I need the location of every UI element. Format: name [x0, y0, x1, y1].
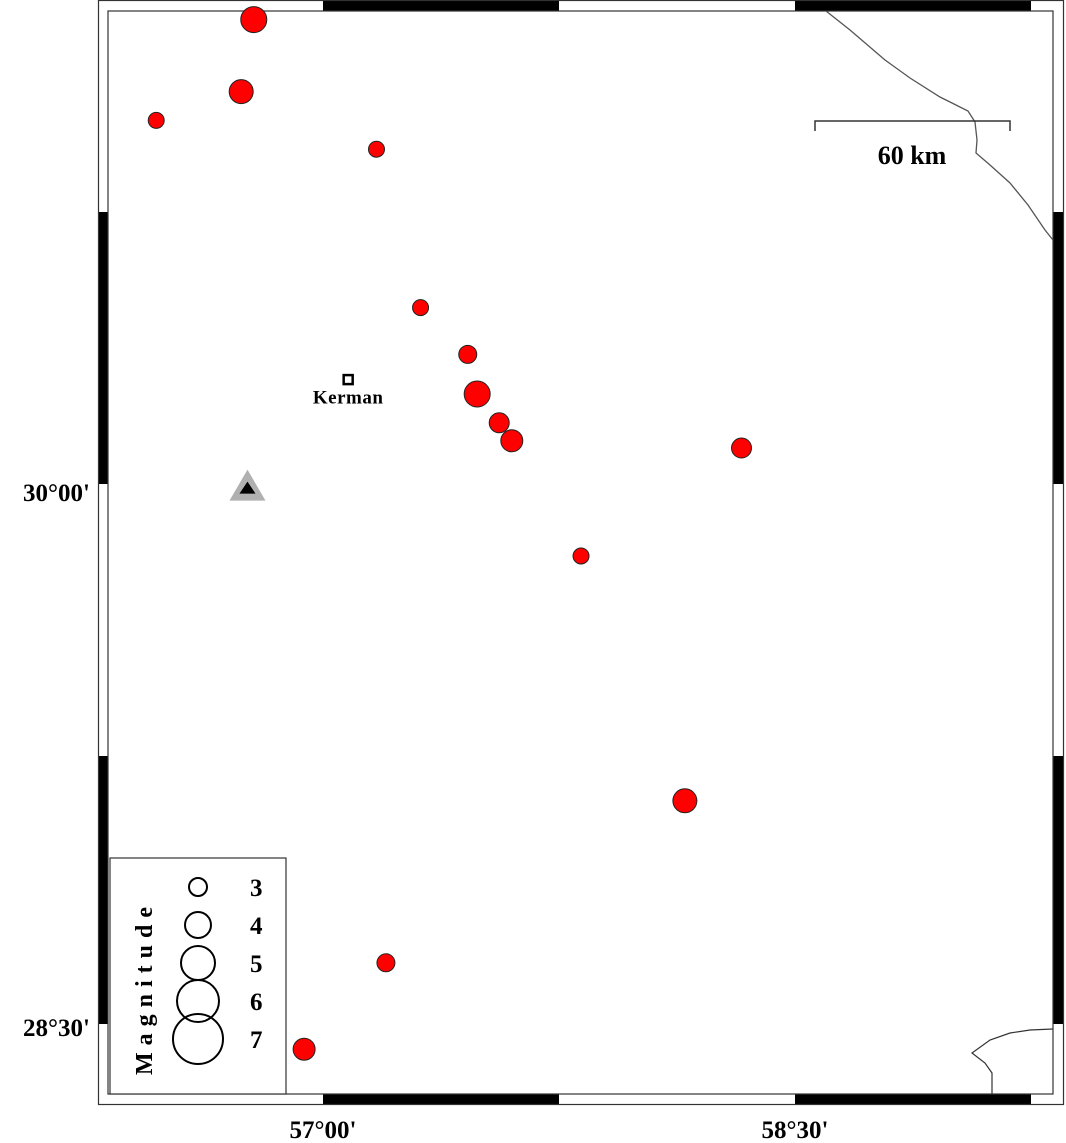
- lat-label-30-00: 30°00': [23, 480, 90, 507]
- coastline-north: [825, 10, 1054, 241]
- earthquake-event: [463, 380, 491, 408]
- frame-bar-right: [1053, 484, 1064, 756]
- station-triangle-icon: [229, 469, 266, 501]
- lon-label-57-00: 57°00': [290, 1117, 357, 1143]
- coastline-south: [970, 1028, 1054, 1094]
- city-label: Kerman: [313, 388, 384, 409]
- legend-label: 5: [250, 951, 263, 978]
- earthquake-event: [500, 429, 524, 453]
- legend: Magnitude 3 4 5 6 7: [109, 857, 287, 1095]
- axis-labels: 30°00' 28°30' 57°00' 58°30': [23, 480, 828, 1143]
- frame-bar-left: [98, 0, 108, 212]
- earthquake-event: [731, 437, 753, 459]
- earthquake-event: [412, 299, 430, 317]
- frame-bar-right: [1053, 1024, 1064, 1105]
- earthquake-event: [672, 788, 698, 814]
- earthquake-event: [458, 344, 478, 364]
- frame-bar-right: [1053, 756, 1064, 1024]
- frame-bar-top: [323, 0, 559, 11]
- frame-bar-left: [98, 756, 108, 1024]
- legend-circle: [188, 877, 208, 897]
- legend-circle: [176, 979, 220, 1023]
- frame-bar-bottom: [559, 1094, 795, 1105]
- frame-bar-left: [98, 1024, 108, 1105]
- frame-bar-left: [98, 484, 108, 756]
- frame-bar-right: [1053, 0, 1064, 212]
- city-square-icon: [342, 373, 354, 386]
- frame-bar-bottom: [98, 1094, 323, 1105]
- earthquake-event: [147, 111, 165, 129]
- earthquake-events: [147, 6, 753, 1061]
- earthquake-event: [376, 953, 396, 973]
- legend-label: 6: [250, 989, 263, 1016]
- frame-bar-bottom: [323, 1094, 559, 1105]
- lon-label-58-30: 58°30': [762, 1117, 829, 1143]
- frame-bar-left: [98, 212, 108, 484]
- frame-outer: [97, 0, 1065, 1106]
- legend-title: Magnitude: [132, 900, 158, 1075]
- scale-bar-label: 60 km: [878, 141, 947, 170]
- frame-inner: [107, 10, 1054, 1095]
- station-marker: [239, 481, 256, 494]
- lat-label-28-30: 28°30': [23, 1015, 90, 1042]
- earthquake-event: [240, 6, 268, 34]
- earthquake-event: [572, 547, 590, 565]
- frame-bar-top: [1031, 0, 1064, 11]
- frame-bar-top: [98, 0, 323, 11]
- frame-bar-right: [1053, 212, 1064, 484]
- earthquake-event: [367, 140, 385, 158]
- frame-bar-bottom: [795, 1094, 1031, 1105]
- legend-label: 4: [250, 913, 263, 940]
- legend-label: 7: [250, 1027, 263, 1054]
- legend-label: 3: [250, 875, 263, 902]
- earthquake-event: [228, 79, 254, 105]
- legend-circle: [184, 911, 212, 939]
- frame-bar-top: [795, 0, 1031, 11]
- coastlines: [825, 10, 1054, 1094]
- earthquake-event: [488, 412, 510, 434]
- map-frame: [97, 0, 1065, 1106]
- frame-bar-bottom: [1031, 1094, 1064, 1105]
- legend-box: [109, 857, 287, 1095]
- city-marker: Kerman: [313, 373, 384, 409]
- scale-bar: 60 km: [814, 120, 1011, 170]
- legend-circle: [172, 1013, 224, 1065]
- frame-bar-top: [559, 0, 795, 11]
- earthquake-event: [292, 1037, 316, 1061]
